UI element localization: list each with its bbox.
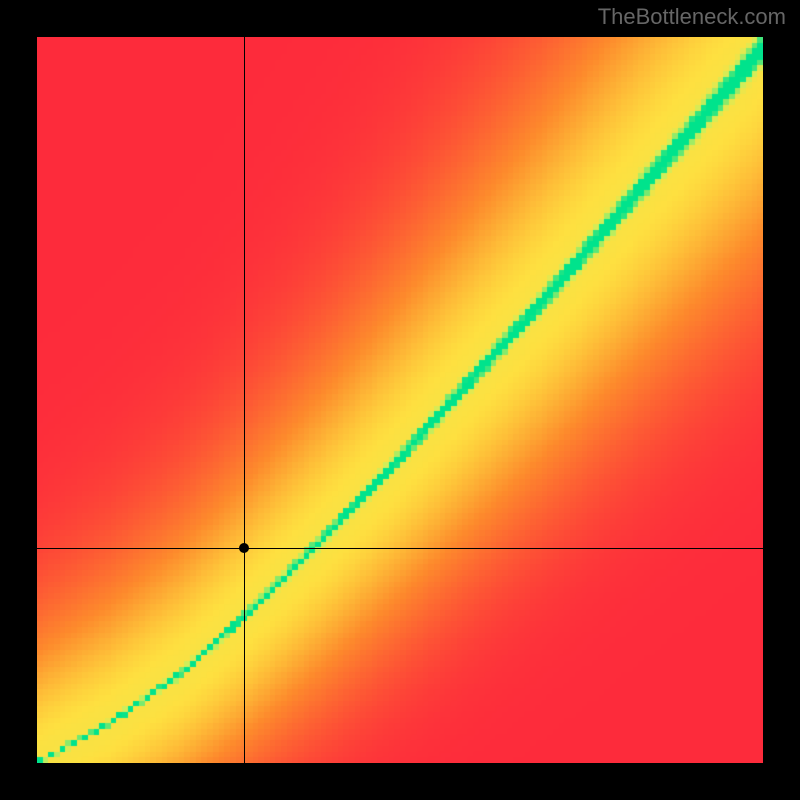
heatmap-canvas [37,37,763,763]
crosshair-vertical [244,37,245,763]
chart-container: TheBottleneck.com [0,0,800,800]
crosshair-marker [239,543,249,553]
watermark-text: TheBottleneck.com [598,4,786,30]
plot-area [37,37,763,763]
crosshair-horizontal [37,548,763,549]
